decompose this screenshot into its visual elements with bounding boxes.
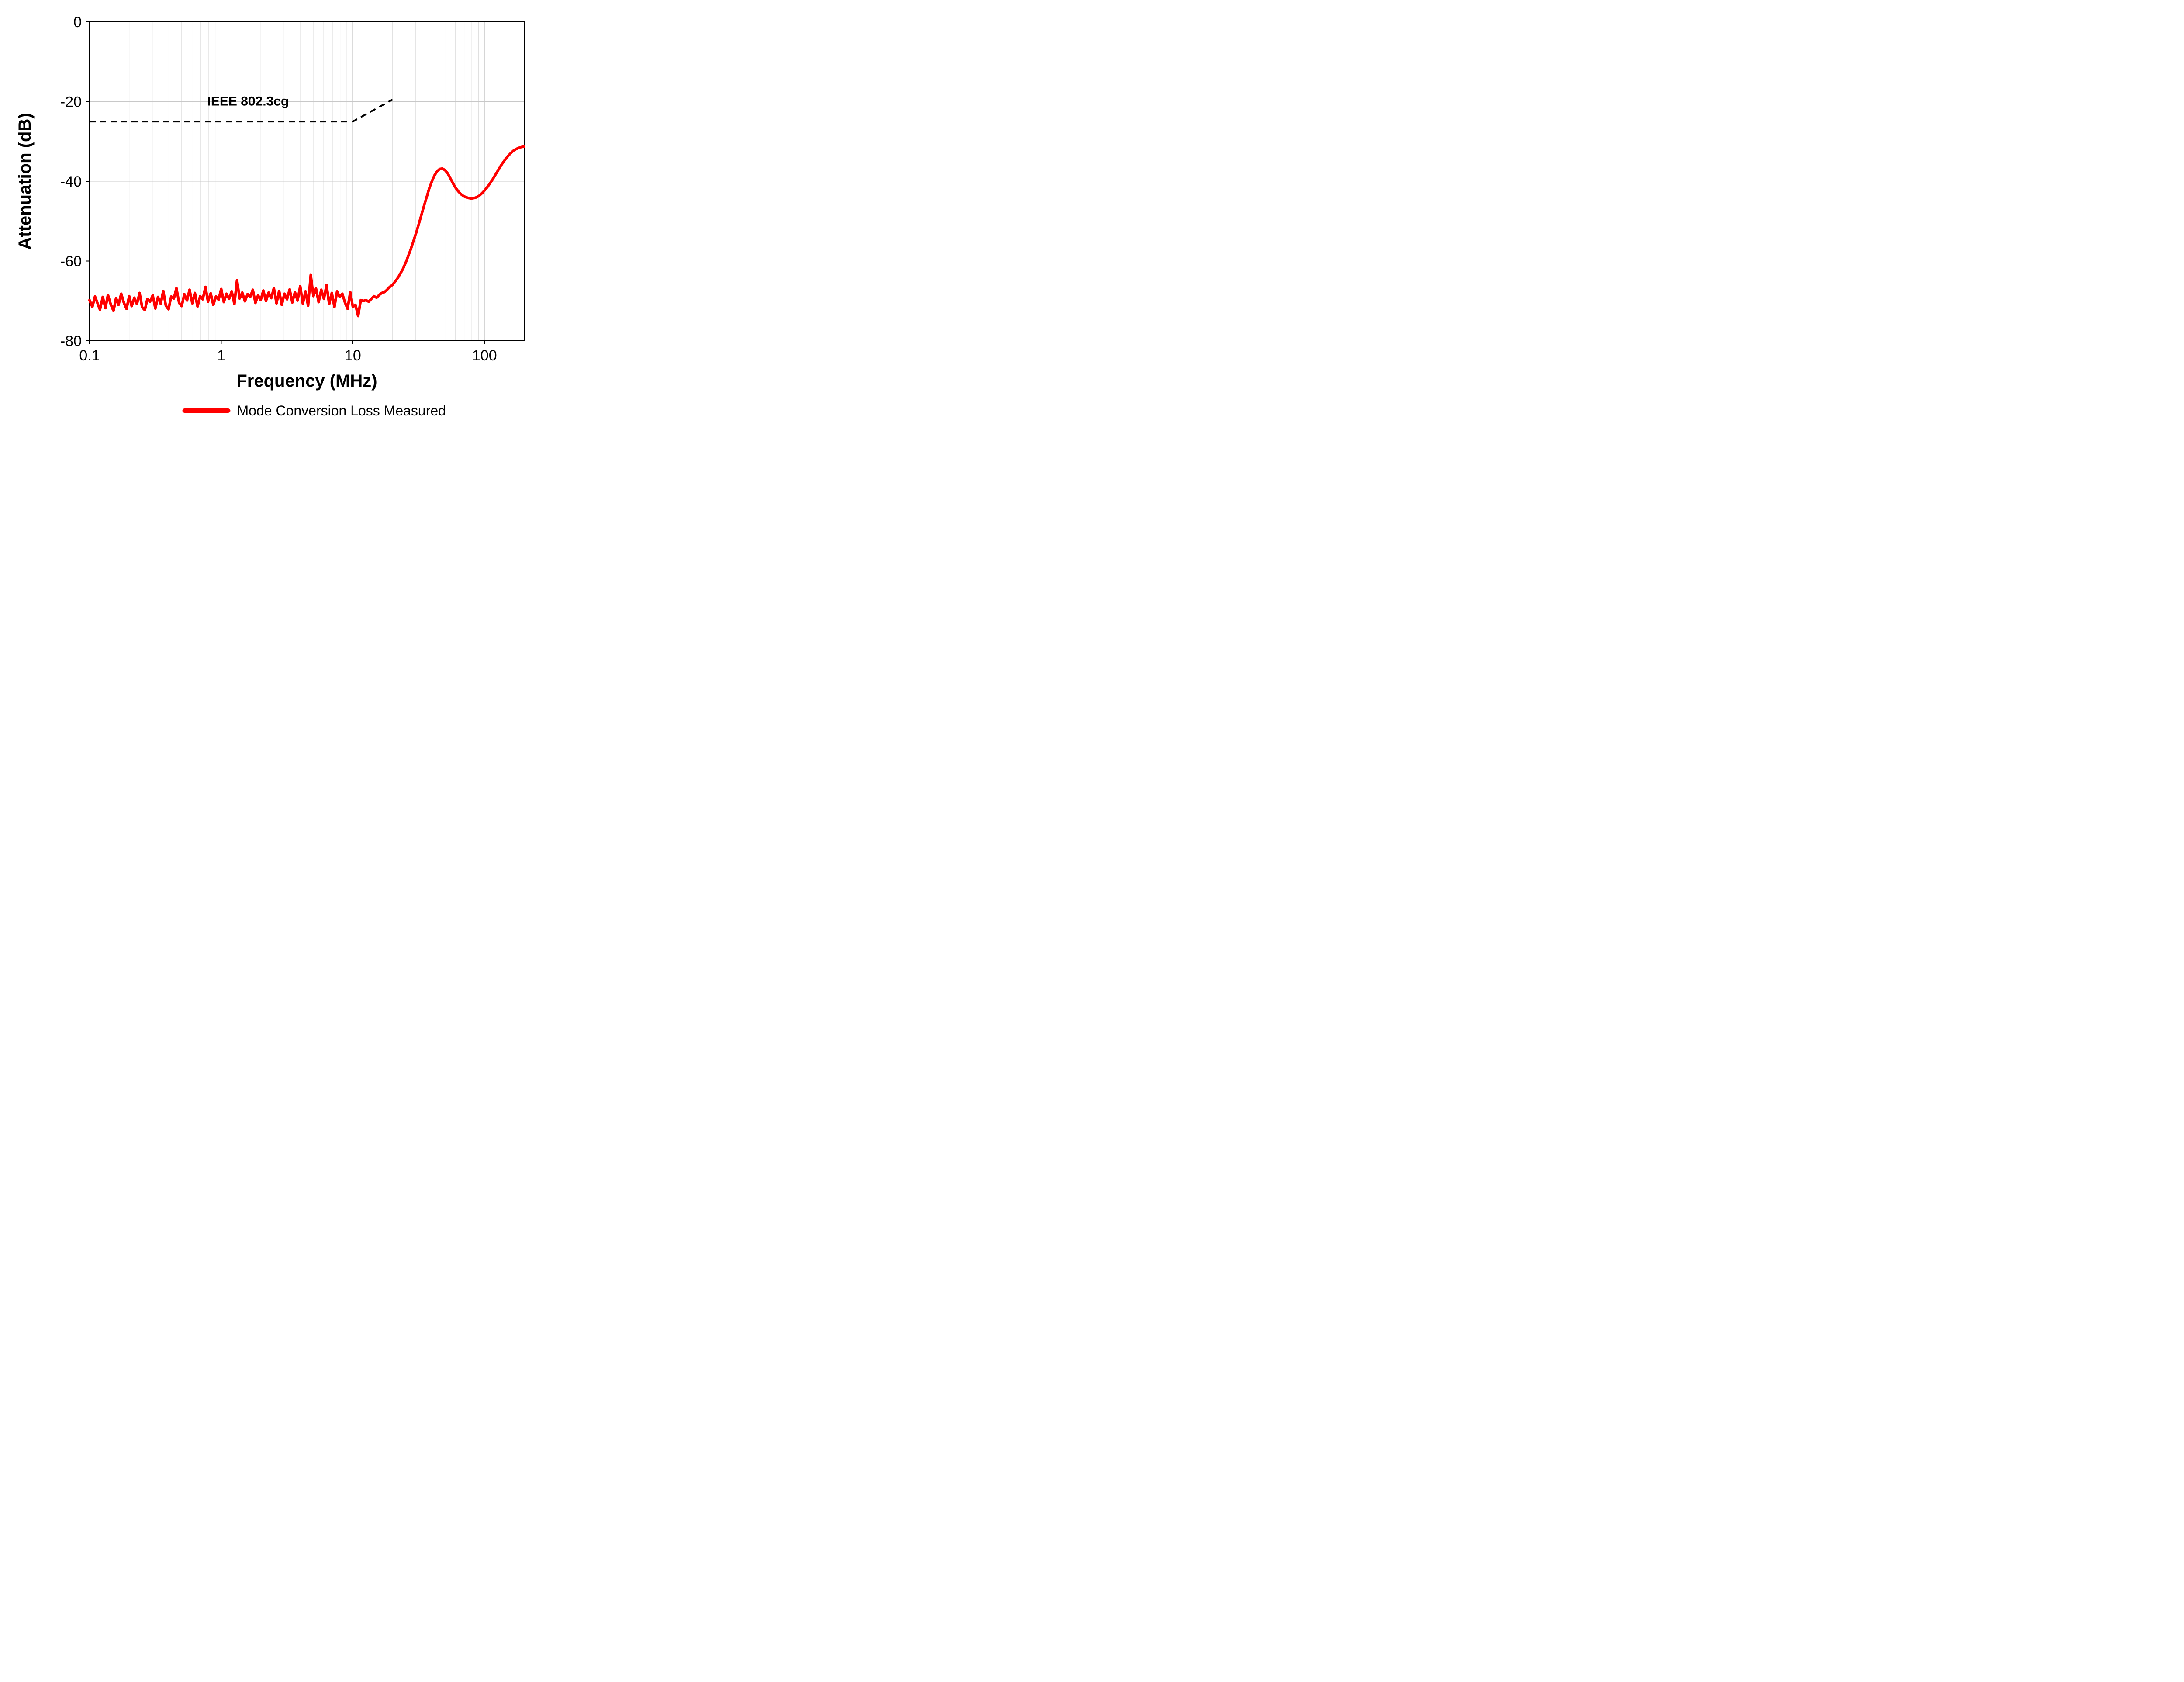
- x-tick-label: 1: [217, 347, 225, 364]
- chart-svg: IEEE 802.3cg 0 -20 -40 -60 -800.1 1 10 100 Attenu…: [0, 0, 546, 420]
- y-axis-label: Attenuation (dB): [15, 113, 35, 249]
- y-tick-label: -60: [60, 253, 82, 270]
- y-tick-label: 0: [73, 14, 82, 31]
- ieee-annotation-label: IEEE 802.3cg: [207, 94, 289, 109]
- y-tick-label: -40: [60, 173, 82, 190]
- y-tick-label: -80: [60, 333, 82, 350]
- attenuation-chart: IEEE 802.3cg 0 -20 -40 -60 -800.1 1 10 100 Attenu…: [0, 0, 546, 420]
- x-tick-label: 0.1: [79, 347, 100, 364]
- x-axis-label: Frequency (MHz): [236, 371, 377, 391]
- y-tick-label: -20: [60, 94, 82, 111]
- x-tick-label: 10: [345, 347, 361, 364]
- x-tick-label: 100: [472, 347, 497, 364]
- legend-label: Mode Conversion Loss Measured: [237, 403, 446, 419]
